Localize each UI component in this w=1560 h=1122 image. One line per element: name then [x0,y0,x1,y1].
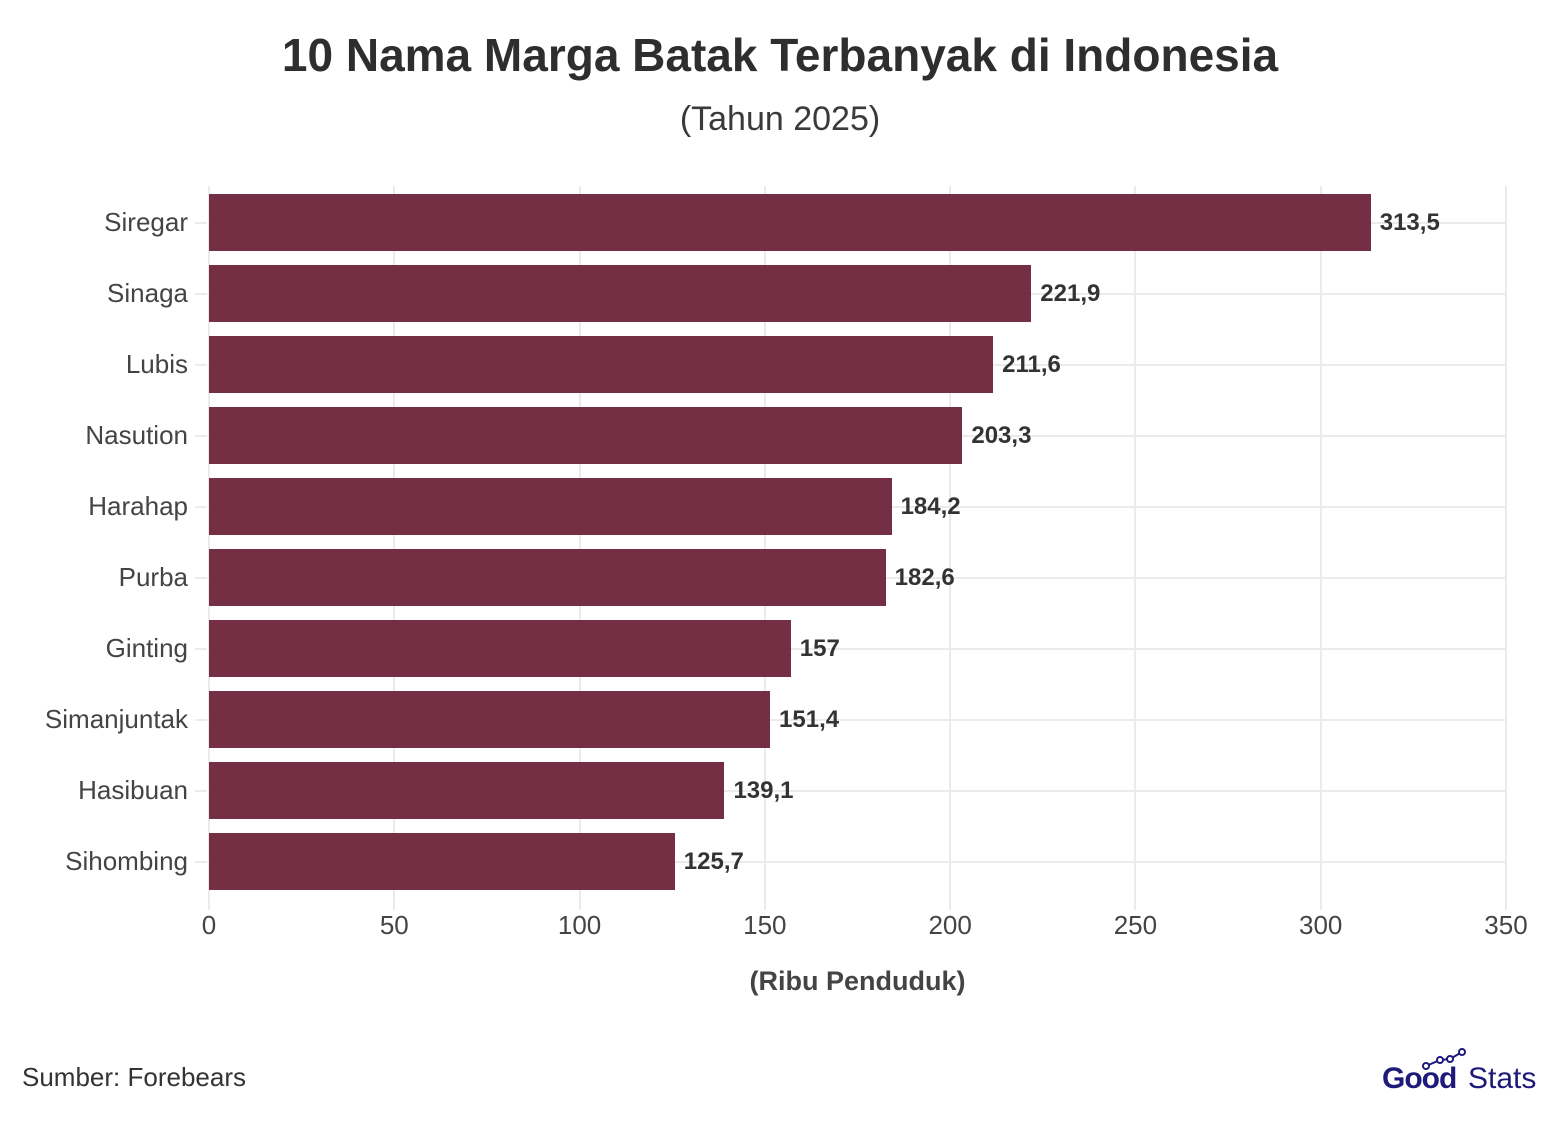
value-label: 125,7 [683,848,744,875]
y-tick [195,292,207,295]
value-label: 151,4 [779,706,840,733]
goodstats-logo: Good Stats [1382,1048,1547,1098]
y-category-label: Hasibuan [78,775,188,805]
bar-lubis [209,336,994,393]
value-label: 313,5 [1379,209,1440,236]
y-gridline [209,647,1506,650]
x-tick-label: 150 [743,910,787,940]
value-label: 157 [799,635,840,662]
x-tick-label: 250 [1113,910,1158,940]
value-label: 184,2 [900,493,961,520]
y-category-label: Ginting [105,633,188,663]
x-gridline [949,186,952,910]
y-gridline [209,860,1506,863]
x-gridline [1319,186,1322,910]
y-tick [195,789,207,792]
x-gridline [578,186,581,910]
y-category-label: Sinaga [107,278,188,308]
x-tick-label: 0 [201,910,217,940]
value-label: 182,6 [894,564,955,591]
x-gridline [1505,186,1507,910]
value-label: 211,6 [1002,351,1061,378]
x-axis-title: (Ribu Penduduk) [749,966,966,996]
bar-purba [209,549,886,606]
value-label: 221,9 [1040,280,1101,307]
y-gridline [209,789,1506,792]
x-tick-label: 300 [1299,910,1343,940]
logo-stats-text: Stats [1468,1062,1537,1095]
value-label: 139,1 [733,777,794,804]
y-category-label: Nasution [85,420,188,450]
bar-sihombing [209,833,675,890]
x-tick-label: 100 [557,910,602,940]
bar-siregar [209,194,1371,251]
x-gridline [763,186,766,910]
y-category-label: Simanjuntak [44,704,188,734]
x-tick-label: 50 [379,910,409,940]
y-gridline [209,718,1506,721]
y-tick [195,363,207,366]
y-tick [195,221,207,224]
y-category-label: Siregar [104,207,188,237]
trend-line-icon [1422,1048,1466,1070]
y-category-label: Harahap [88,491,188,521]
x-gridline [1134,186,1137,910]
y-tick [195,434,207,437]
y-tick [195,647,207,650]
y-tick [195,505,207,508]
value-label: 203,3 [971,422,1032,449]
y-category-label: Sihombing [65,846,188,876]
y-category-label: Lubis [125,349,188,379]
bar-simanjuntak [209,691,771,748]
x-gridline [393,186,396,910]
y-tick [195,860,207,863]
bar-ginting [209,620,791,677]
x-tick-label: 200 [928,910,972,940]
logo-good-text: Good [1382,1062,1457,1095]
x-tick-label: 350 [1484,910,1528,940]
bar-harahap [209,478,892,535]
plot-area: 313,5 221,9 211,6 203,3 184,2 182,6 157 151,4 13… [195,186,1507,910]
bar-nasution [209,407,963,464]
source-note: Sumber: Forebears [22,1062,246,1092]
chart-subtitle: (Tahun 2025) [679,100,881,138]
y-tick [195,576,207,579]
y-category-label: Purba [118,562,188,592]
x-gridline [208,186,210,910]
y-tick [195,718,207,721]
chart-title: 10 Nama Marga Batak Terbanyak di Indones… [281,29,1279,81]
bar-hasibuan [209,762,725,819]
bar-sinaga [209,265,1032,322]
